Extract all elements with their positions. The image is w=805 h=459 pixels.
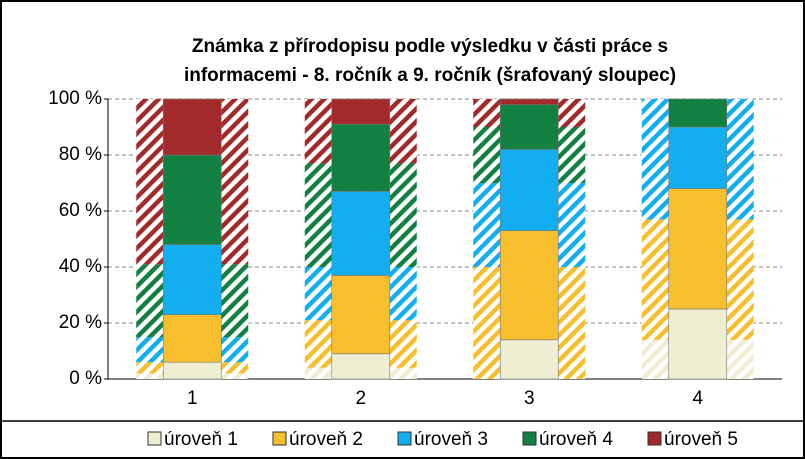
chart-title: informacemi - 8. ročník a 9. ročník (šra… bbox=[184, 65, 676, 86]
chart-title: Známka z přírodopisu podle výsledku v čá… bbox=[192, 36, 668, 57]
x-tick-label: 1 bbox=[187, 388, 198, 409]
y-tick-label: 0 % bbox=[69, 368, 102, 389]
y-tick-label: 20 % bbox=[59, 312, 102, 333]
legend-marker bbox=[147, 431, 162, 446]
legend-label: úroveň 5 bbox=[664, 429, 738, 450]
legend-marker bbox=[647, 431, 662, 446]
bar-segment bbox=[668, 308, 728, 380]
legend-marker bbox=[397, 431, 412, 446]
legend-label: úroveň 1 bbox=[164, 429, 238, 450]
x-tick-label: 4 bbox=[692, 388, 703, 409]
y-tick-label: 80 % bbox=[59, 144, 102, 165]
bar-segment bbox=[162, 314, 222, 363]
bar-segment bbox=[331, 123, 391, 192]
bar-segment bbox=[331, 275, 391, 355]
bar-segment bbox=[499, 339, 559, 380]
y-tick-label: 60 % bbox=[59, 200, 102, 221]
bar-segment bbox=[499, 230, 559, 341]
bar-segment bbox=[668, 188, 728, 310]
bar-segment bbox=[499, 149, 559, 231]
legend-marker bbox=[272, 431, 287, 446]
bar-segment bbox=[162, 98, 222, 156]
bar-segment bbox=[331, 353, 391, 380]
bar-segment bbox=[331, 191, 391, 276]
legend-label: úroveň 3 bbox=[414, 429, 488, 450]
bar-segment bbox=[162, 361, 222, 380]
bar-segment bbox=[499, 104, 559, 150]
x-tick-label: 3 bbox=[524, 388, 535, 409]
y-tick-label: 100 % bbox=[48, 88, 102, 109]
bar-segment bbox=[162, 244, 222, 315]
y-tick-label: 40 % bbox=[59, 256, 102, 277]
bar-segment bbox=[668, 126, 728, 189]
bar-segment bbox=[668, 98, 728, 128]
legend-label: úroveň 2 bbox=[289, 429, 363, 450]
x-tick-label: 2 bbox=[355, 388, 366, 409]
bar-segment bbox=[162, 154, 222, 245]
bar-segment bbox=[331, 98, 391, 125]
legend-marker bbox=[522, 431, 537, 446]
bar-segment bbox=[499, 98, 559, 105]
legend-label: úroveň 4 bbox=[539, 429, 613, 450]
